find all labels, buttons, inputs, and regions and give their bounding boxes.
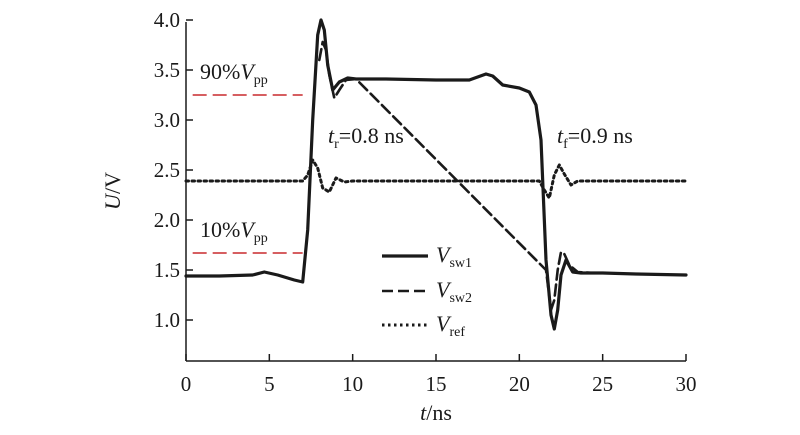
x-axis-title: t/ns bbox=[420, 400, 452, 425]
series-line-vref bbox=[184, 158, 688, 200]
x-tick-label: 20 bbox=[509, 372, 530, 396]
series-line-vsw2 bbox=[317, 40, 596, 312]
legend-label-vref: Vref bbox=[436, 311, 465, 340]
x-tick-label: 30 bbox=[676, 372, 697, 396]
annotation-rise-time: tr=0.8 ns bbox=[328, 123, 404, 152]
legend: Vsw1 Vsw2 Vref bbox=[382, 242, 472, 340]
y-tick-label: 2.0 bbox=[154, 208, 180, 232]
series-layer bbox=[184, 18, 688, 331]
y-tick-label: 4.0 bbox=[154, 8, 180, 32]
annotation-10-vpp: 10%Vpp bbox=[200, 217, 268, 246]
y-tick-label: 3.5 bbox=[154, 58, 180, 82]
annotation-fall-time: tf=0.9 ns bbox=[557, 123, 633, 152]
y-tick-label: 2.5 bbox=[154, 158, 180, 182]
axis-ticks: 0 5 10 15 20 25 30 1.0 1.5 2.0 2.5 3.0 3.5 4.0 bbox=[154, 8, 697, 396]
x-tick-label: 5 bbox=[264, 372, 275, 396]
x-tick-label: 25 bbox=[592, 372, 613, 396]
reference-level-lines bbox=[192, 94, 303, 254]
legend-label-vsw2: Vsw2 bbox=[436, 277, 472, 306]
x-tick-label: 0 bbox=[181, 372, 192, 396]
annotation-90-vpp: 90%Vpp bbox=[200, 59, 268, 88]
y-tick-label: 1.5 bbox=[154, 258, 180, 282]
legend-label-vsw1: Vsw1 bbox=[436, 242, 472, 271]
x-tick-label: 10 bbox=[342, 372, 363, 396]
x-tick-label: 15 bbox=[426, 372, 447, 396]
y-tick-label: 3.0 bbox=[154, 108, 180, 132]
y-axis-title: U/V bbox=[100, 172, 125, 210]
series-line-vsw1 bbox=[184, 18, 688, 331]
y-tick-label: 1.0 bbox=[154, 308, 180, 332]
